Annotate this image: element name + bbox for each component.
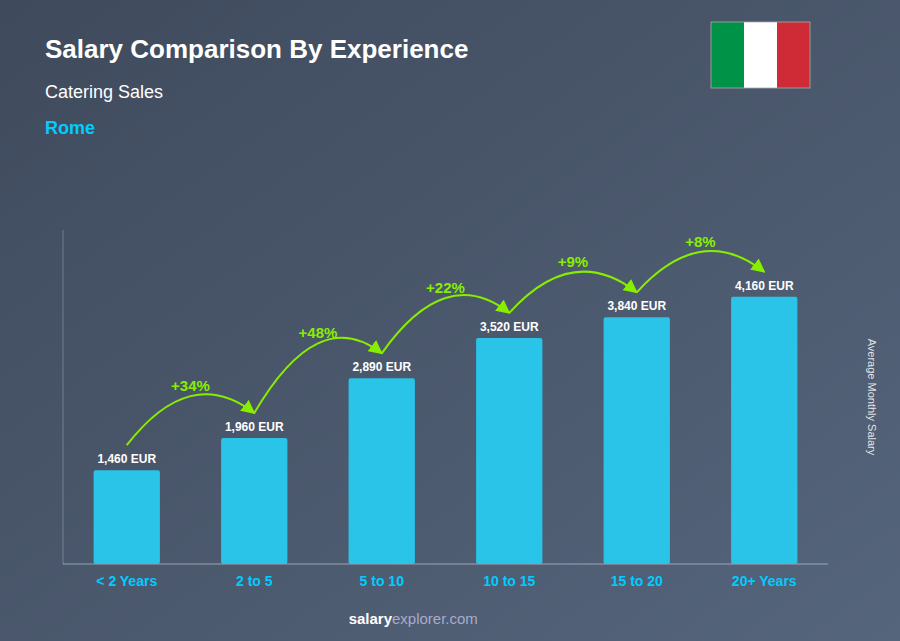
x-tick-label: 2 to 5 [236, 573, 273, 589]
change-arrow [382, 295, 510, 353]
bar [349, 378, 415, 564]
change-label: +8% [685, 233, 715, 250]
y-axis-label: Average Monthly Salary [866, 339, 878, 456]
city: Rome [45, 118, 95, 138]
change-label: +9% [558, 253, 588, 270]
bar [731, 297, 797, 564]
data-label: 1,460 EUR [97, 452, 156, 466]
bar [221, 438, 287, 564]
bar [476, 338, 542, 564]
change-label: +22% [426, 279, 465, 296]
bar [94, 470, 160, 564]
change-arrow [509, 272, 637, 313]
change-label: +34% [171, 377, 210, 394]
bars [94, 297, 798, 564]
flag-stripe [744, 22, 777, 88]
x-tick-label: 5 to 10 [360, 573, 405, 589]
data-label: 4,160 EUR [735, 279, 794, 293]
change-arrows: +34% +48% +22% +9% +8% [127, 233, 765, 445]
change-arrow [637, 251, 765, 292]
flag-border [711, 22, 810, 88]
flag-stripe [711, 22, 744, 88]
x-tick-label: 15 to 20 [611, 573, 663, 589]
subtitle: Catering Sales [45, 82, 163, 102]
flag-stripe [777, 22, 810, 88]
footer-normal: explorer.com [392, 610, 478, 627]
data-label: 2,890 EUR [352, 360, 411, 374]
change-arrow [127, 394, 255, 445]
x-axis-line [63, 564, 828, 565]
chart-svg: Salary Comparison By Experience Catering … [0, 0, 900, 641]
background [0, 0, 900, 641]
footer-bold: salary [349, 610, 393, 627]
title: Salary Comparison By Experience [45, 34, 468, 64]
change-arrow [254, 338, 382, 413]
chart-container: Salary Comparison By Experience Catering … [0, 0, 900, 641]
x-tick-label: 20+ Years [732, 573, 797, 589]
x-tick-label: 10 to 15 [483, 573, 535, 589]
y-axis-line [63, 230, 64, 564]
data-label: 1,960 EUR [225, 420, 284, 434]
bar [604, 317, 670, 564]
data-label: 3,840 EUR [607, 299, 666, 313]
data-label: 3,520 EUR [480, 320, 539, 334]
flag [711, 22, 810, 88]
change-label: +48% [299, 324, 338, 341]
x-tick-label: < 2 Years [96, 573, 157, 589]
